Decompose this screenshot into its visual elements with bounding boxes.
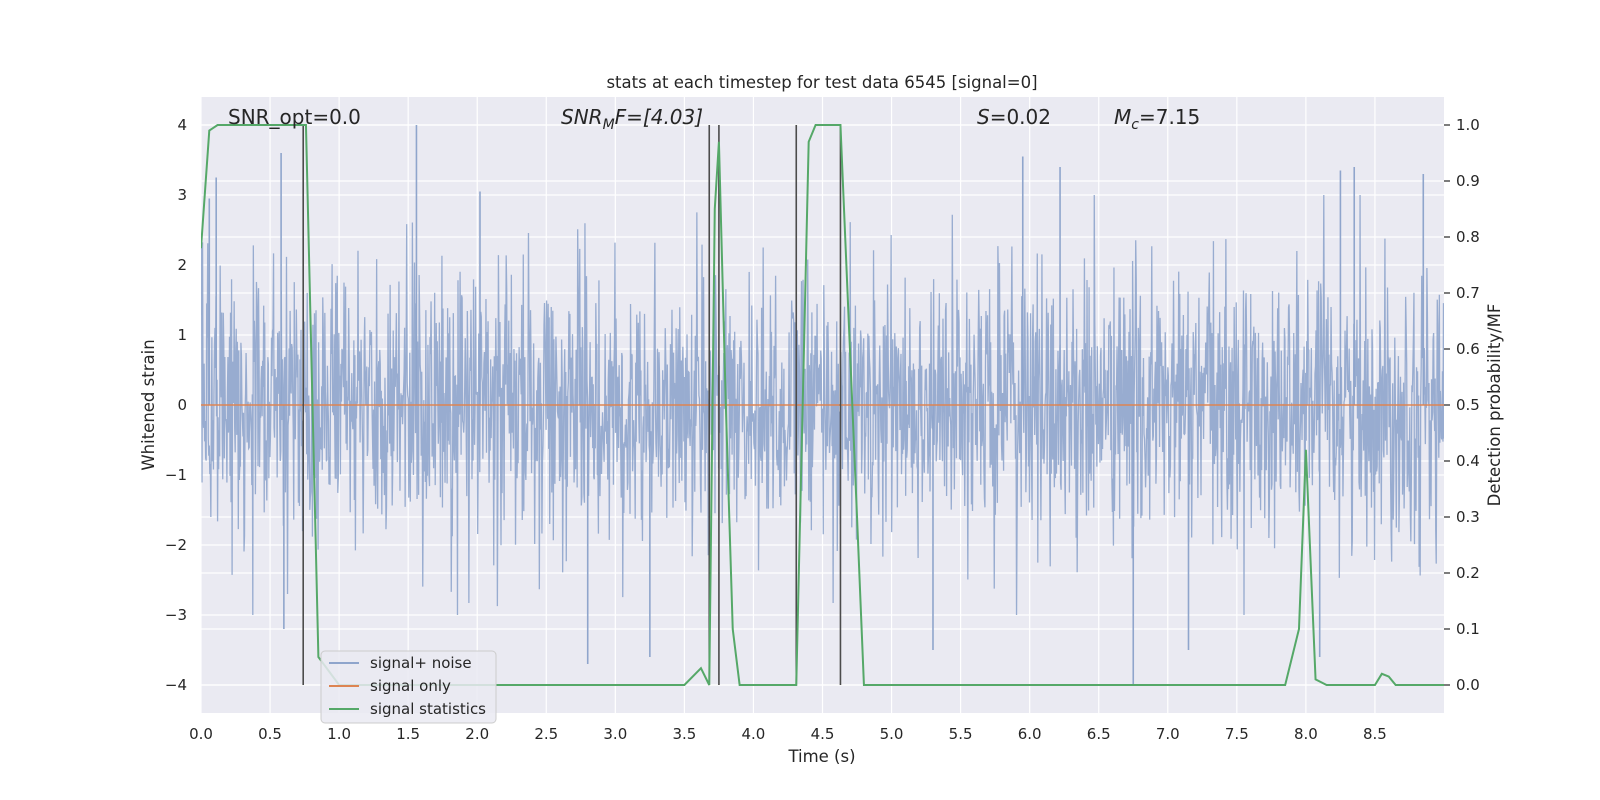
- legend-label-signal-only: signal only: [370, 677, 451, 695]
- y-right-tick-label: 0.3: [1456, 508, 1480, 526]
- x-tick-label: 3.0: [603, 725, 627, 743]
- x-tick-label: 5.5: [949, 725, 973, 743]
- x-tick-label: 0.0: [189, 725, 213, 743]
- x-axis-label: Time (s): [787, 747, 855, 766]
- y-left-tick-label: −2: [165, 536, 187, 554]
- y-axis-left-label: Whitened strain: [139, 339, 158, 470]
- annotation-mc-rest: =7.15: [1139, 105, 1200, 129]
- legend-label-signal-noise: signal+ noise: [370, 654, 472, 672]
- x-tick-label: 6.5: [1087, 725, 1111, 743]
- annotation-snr-mf-rest: F=[4.03]: [615, 105, 703, 129]
- y-left-tick-label: −1: [165, 466, 187, 484]
- y-right-tick-label: 0.5: [1456, 396, 1480, 414]
- y-right-tick-label: 0.1: [1456, 620, 1480, 638]
- x-axis-ticks: 0.0 0.5 1.0 1.5 2.0 2.5 3.0 3.5 4.0 4.5 5.0 5.5 6.0 6…: [189, 725, 1387, 743]
- x-tick-label: 1.0: [327, 725, 351, 743]
- x-tick-label: 8.0: [1294, 725, 1318, 743]
- y-right-tick-label: 0.9: [1456, 172, 1480, 190]
- signal-noise-line: [201, 194, 1444, 616]
- x-tick-label: 0.5: [258, 725, 282, 743]
- x-tick-label: 3.5: [672, 725, 696, 743]
- y-axis-left-ticks: 4 3 2 1 0 −1 −2 −3 −4: [165, 116, 187, 694]
- legend: signal+ noise signal only signal statist…: [320, 650, 497, 724]
- x-tick-label: 2.5: [534, 725, 558, 743]
- y-right-tick-label: 0.2: [1456, 564, 1480, 582]
- annotation-mc-sub: c: [1131, 117, 1139, 133]
- y-right-tick-label: 0.4: [1456, 452, 1480, 470]
- legend-box: [320, 650, 497, 724]
- x-tick-label: 2.0: [465, 725, 489, 743]
- annotation-mc: Mc=7.15: [1114, 105, 1200, 133]
- annotation-s-main: S: [977, 105, 990, 129]
- y-right-tick-label: 0.0: [1456, 676, 1480, 694]
- y-right-tick-label: 0.8: [1456, 228, 1480, 246]
- annotation-s: S=0.02: [977, 105, 1051, 129]
- y-left-tick-label: 1: [177, 326, 187, 344]
- annotation-snr-mf-sub: M: [603, 117, 615, 133]
- y-right-tick-label: 0.7: [1456, 284, 1480, 302]
- annotation-s-rest: =0.02: [990, 105, 1051, 129]
- vertical-markers: [302, 125, 842, 685]
- annotation-mc-main: M: [1114, 105, 1131, 129]
- y-right-tick-label: 0.6: [1456, 340, 1480, 358]
- legend-label-signal-statistics: signal statistics: [370, 700, 486, 718]
- x-tick-label: 7.0: [1156, 725, 1180, 743]
- y-axis-right-label: Detection probability/MF: [1485, 304, 1504, 507]
- annotation-snr-mf-main: SNR: [561, 105, 603, 129]
- y-axis-right-ticks: 1.0 0.9 0.8 0.7 0.6 0.5 0.4 0.3 0.2 0.1 0.0: [1444, 116, 1480, 694]
- y-left-tick-label: −4: [165, 676, 187, 694]
- x-tick-label: 4.0: [742, 725, 766, 743]
- x-tick-label: 1.5: [396, 725, 420, 743]
- chart-title: stats at each timestep for test data 654…: [606, 73, 1037, 92]
- y-right-tick-label: 1.0: [1456, 116, 1480, 134]
- signal-noise-series: [201, 125, 1444, 685]
- x-tick-label: 5.0: [880, 725, 904, 743]
- annotation-snr-opt: SNR_opt=0.0: [228, 105, 361, 129]
- y-left-tick-label: 4: [177, 116, 187, 134]
- x-tick-label: 6.0: [1018, 725, 1042, 743]
- y-left-tick-label: 2: [177, 256, 187, 274]
- annotation-snr-mf: SNRMF=[4.03]: [561, 105, 703, 133]
- y-left-tick-label: −3: [165, 606, 187, 624]
- y-left-tick-label: 3: [177, 186, 187, 204]
- x-tick-label: 8.5: [1363, 725, 1387, 743]
- x-tick-label: 4.5: [811, 725, 835, 743]
- y-left-tick-label: 0: [177, 396, 187, 414]
- x-tick-label: 7.5: [1225, 725, 1249, 743]
